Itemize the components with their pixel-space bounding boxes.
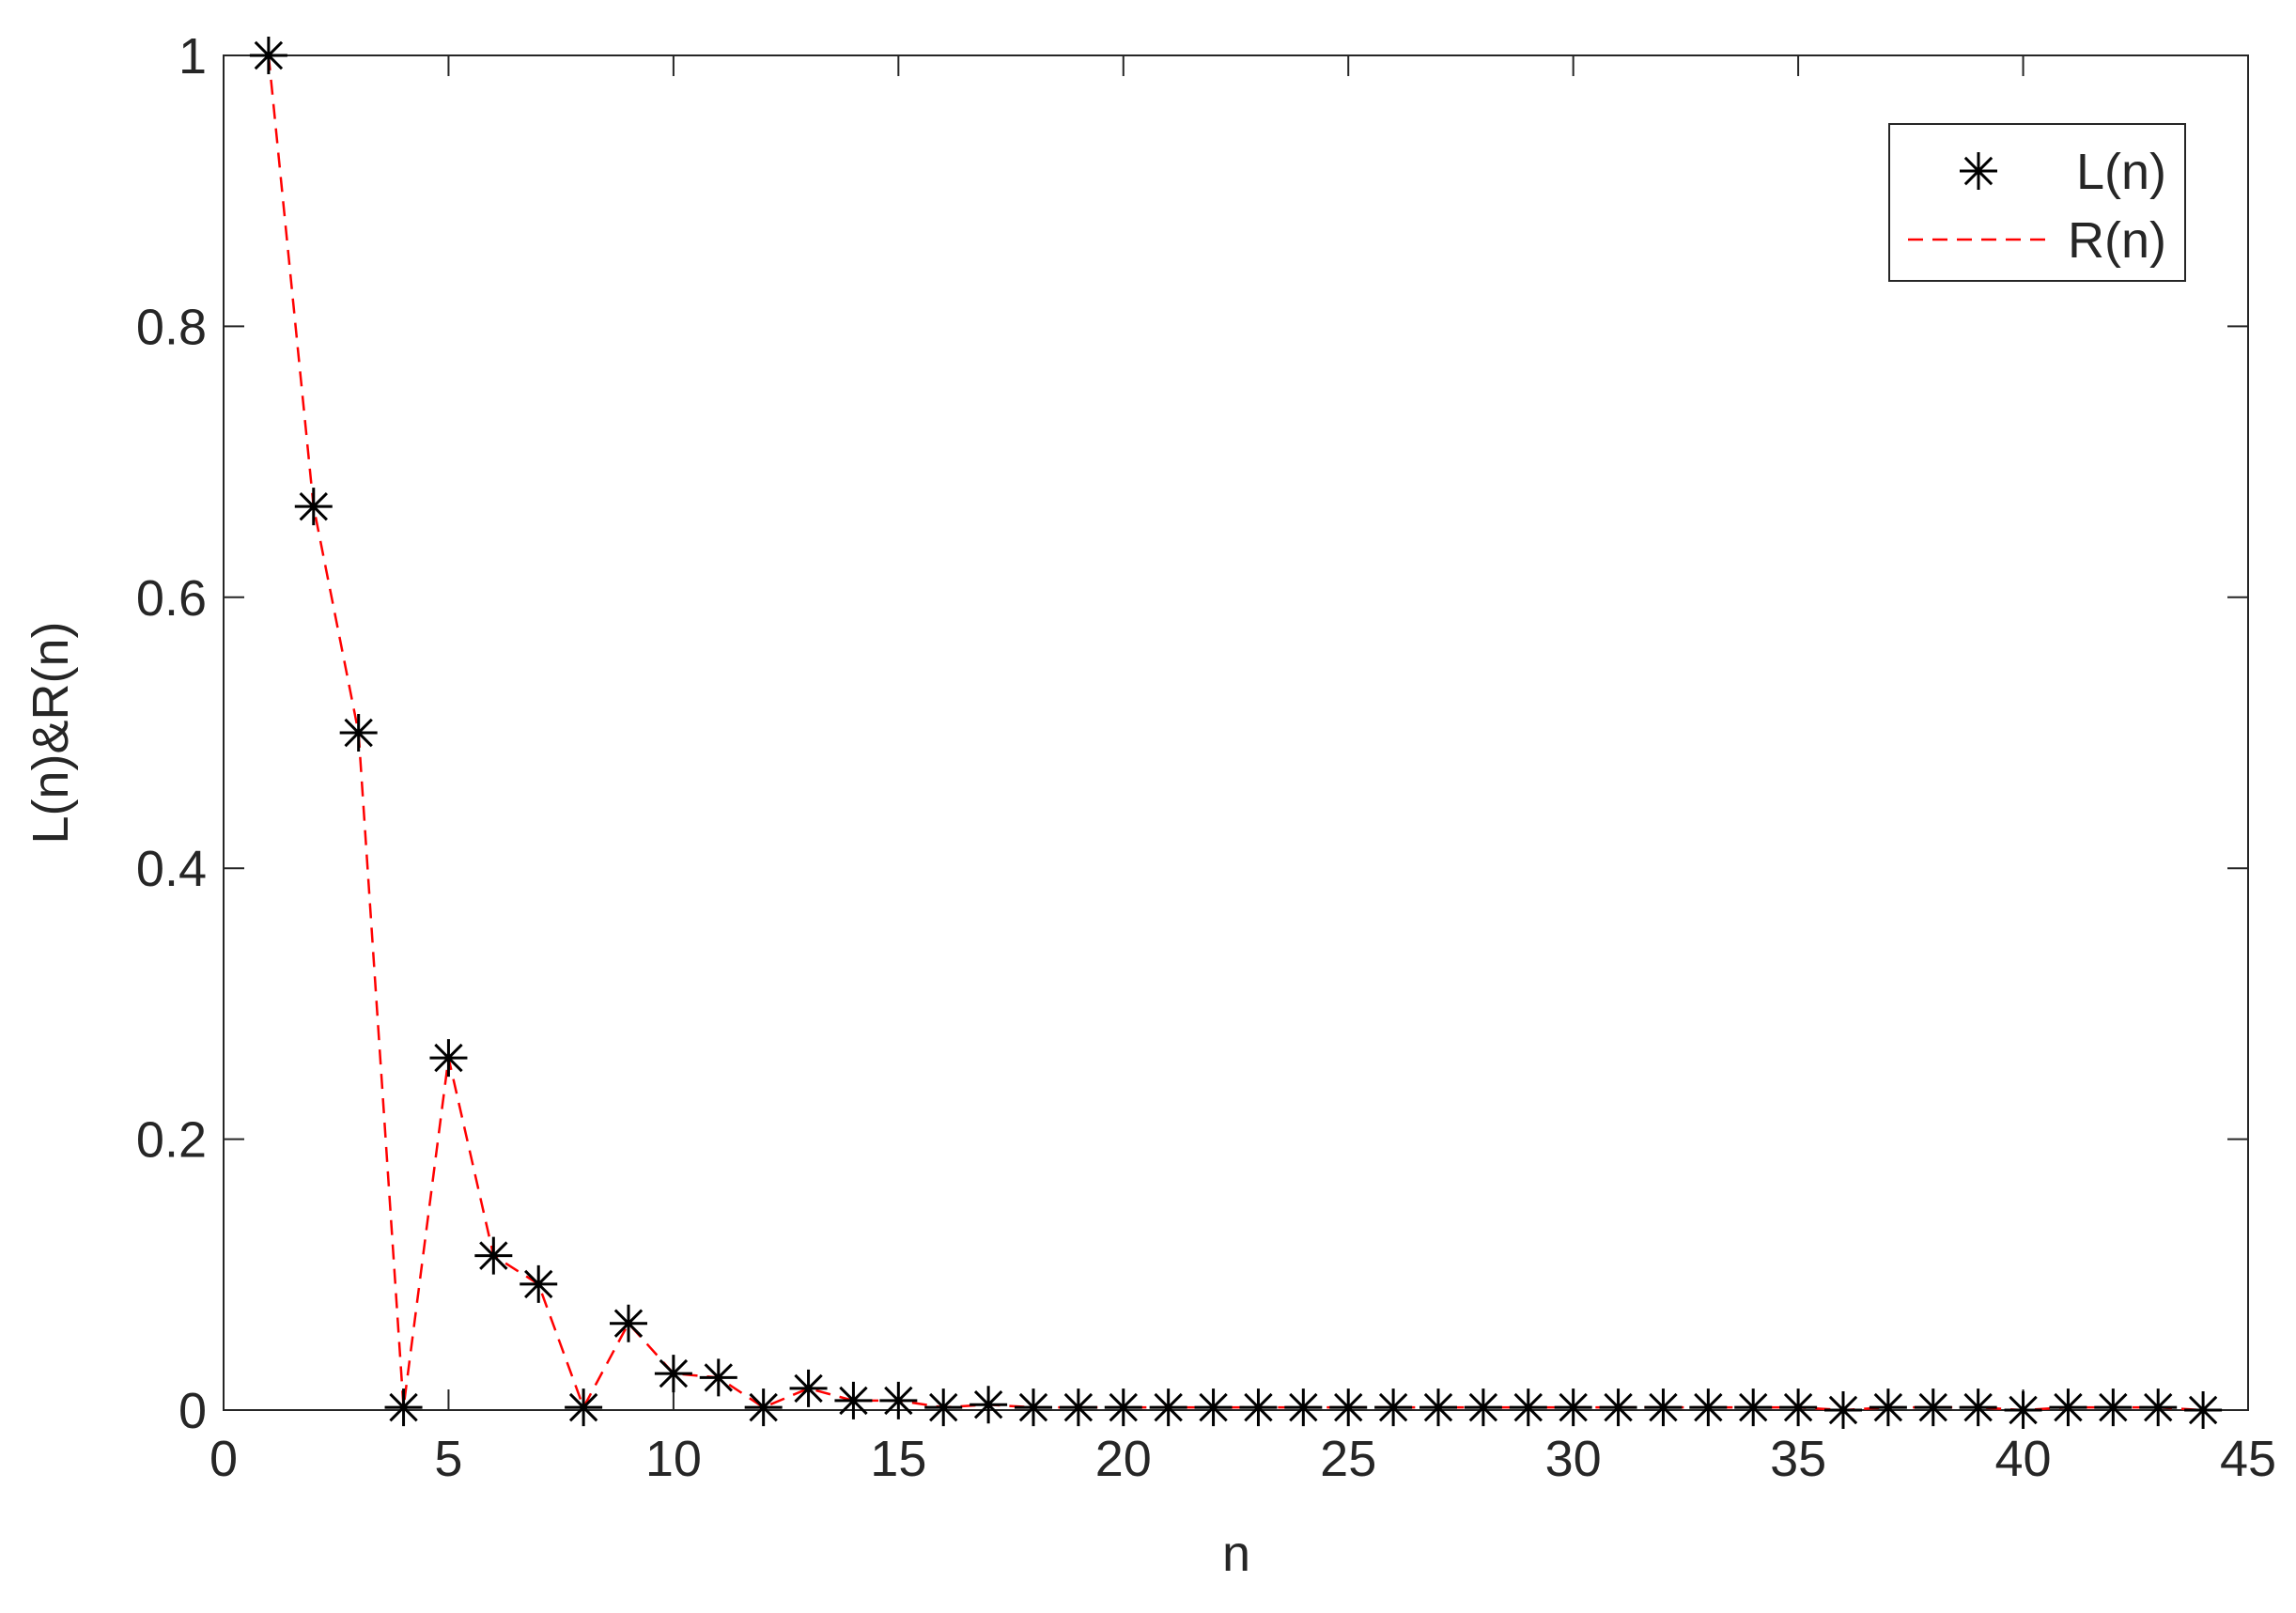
data-point [1284,1388,1323,1427]
data-point [2139,1388,2178,1427]
x-tick-label: 10 [645,1431,702,1487]
data-point [834,1381,873,1419]
data-point [384,1388,423,1427]
data-point [1374,1388,1413,1427]
data-point [1329,1388,1368,1427]
x-tick-label: 25 [1320,1431,1376,1487]
data-point [1419,1388,1457,1427]
data-point [924,1388,963,1427]
data-point [520,1264,558,1303]
data-point [2004,1391,2042,1429]
data-point [1914,1388,1952,1427]
legend: L(n) R(n) [1888,123,2186,282]
data-point [699,1358,737,1397]
y-tick-label: 0 [178,1383,207,1439]
data-point [474,1236,513,1275]
data-point [789,1369,828,1407]
x-tick-label: 15 [870,1431,926,1487]
x-tick-label: 20 [1095,1431,1152,1487]
data-point [1104,1388,1142,1427]
data-point [1149,1388,1187,1427]
data-point [1599,1388,1637,1427]
y-tick-label: 0.6 [136,570,207,627]
data-point [1959,1388,1997,1427]
data-point [970,1386,1008,1424]
data-point [249,37,287,74]
x-tick-label: 40 [1995,1431,2052,1487]
data-point [339,714,378,752]
data-point [879,1381,918,1419]
data-point [744,1388,783,1427]
x-tick-label: 35 [1770,1431,1826,1487]
y-tick-label: 0.8 [136,299,207,355]
x-axis-label: n [1222,1526,1250,1582]
legend-label: R(n) [2068,212,2166,269]
x-tick-label: 5 [434,1431,462,1487]
data-point [1194,1388,1233,1427]
x-tick-label: 30 [1545,1431,1602,1487]
x-tick-label: 45 [2220,1431,2276,1487]
data-point [654,1355,692,1393]
data-point [1554,1388,1592,1427]
data-point [1015,1388,1052,1427]
y-tick-label: 0.4 [136,841,207,897]
data-point [294,488,333,526]
data-point [610,1304,647,1342]
data-point [1644,1388,1683,1427]
data-point [1059,1388,1097,1427]
data-point [1779,1388,1818,1427]
y-tick-label: 1 [178,28,207,85]
data-point [1734,1388,1773,1427]
legend-box [1888,123,2186,282]
data-point [2184,1391,2223,1429]
data-point [1689,1388,1728,1427]
data-point [1239,1388,1278,1427]
x-tick-label: 0 [209,1431,238,1487]
data-line [267,54,2204,1412]
data-point [2049,1388,2087,1427]
legend-label: L(n) [2076,144,2166,200]
y-tick-label: 0.2 [136,1112,207,1169]
data-point [1824,1391,1862,1429]
y-axis-label: L(n)&R(n) [23,621,79,844]
data-point [1869,1388,1907,1427]
data-point [1464,1388,1502,1427]
data-point [2094,1388,2133,1427]
data-point [429,1039,468,1078]
data-point [565,1388,603,1427]
data-point [1509,1388,1547,1427]
legend-symbol [1960,152,1997,190]
